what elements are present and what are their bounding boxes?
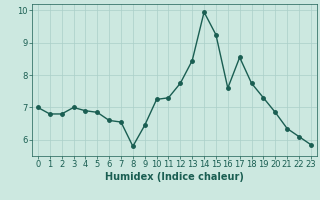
- X-axis label: Humidex (Indice chaleur): Humidex (Indice chaleur): [105, 172, 244, 182]
